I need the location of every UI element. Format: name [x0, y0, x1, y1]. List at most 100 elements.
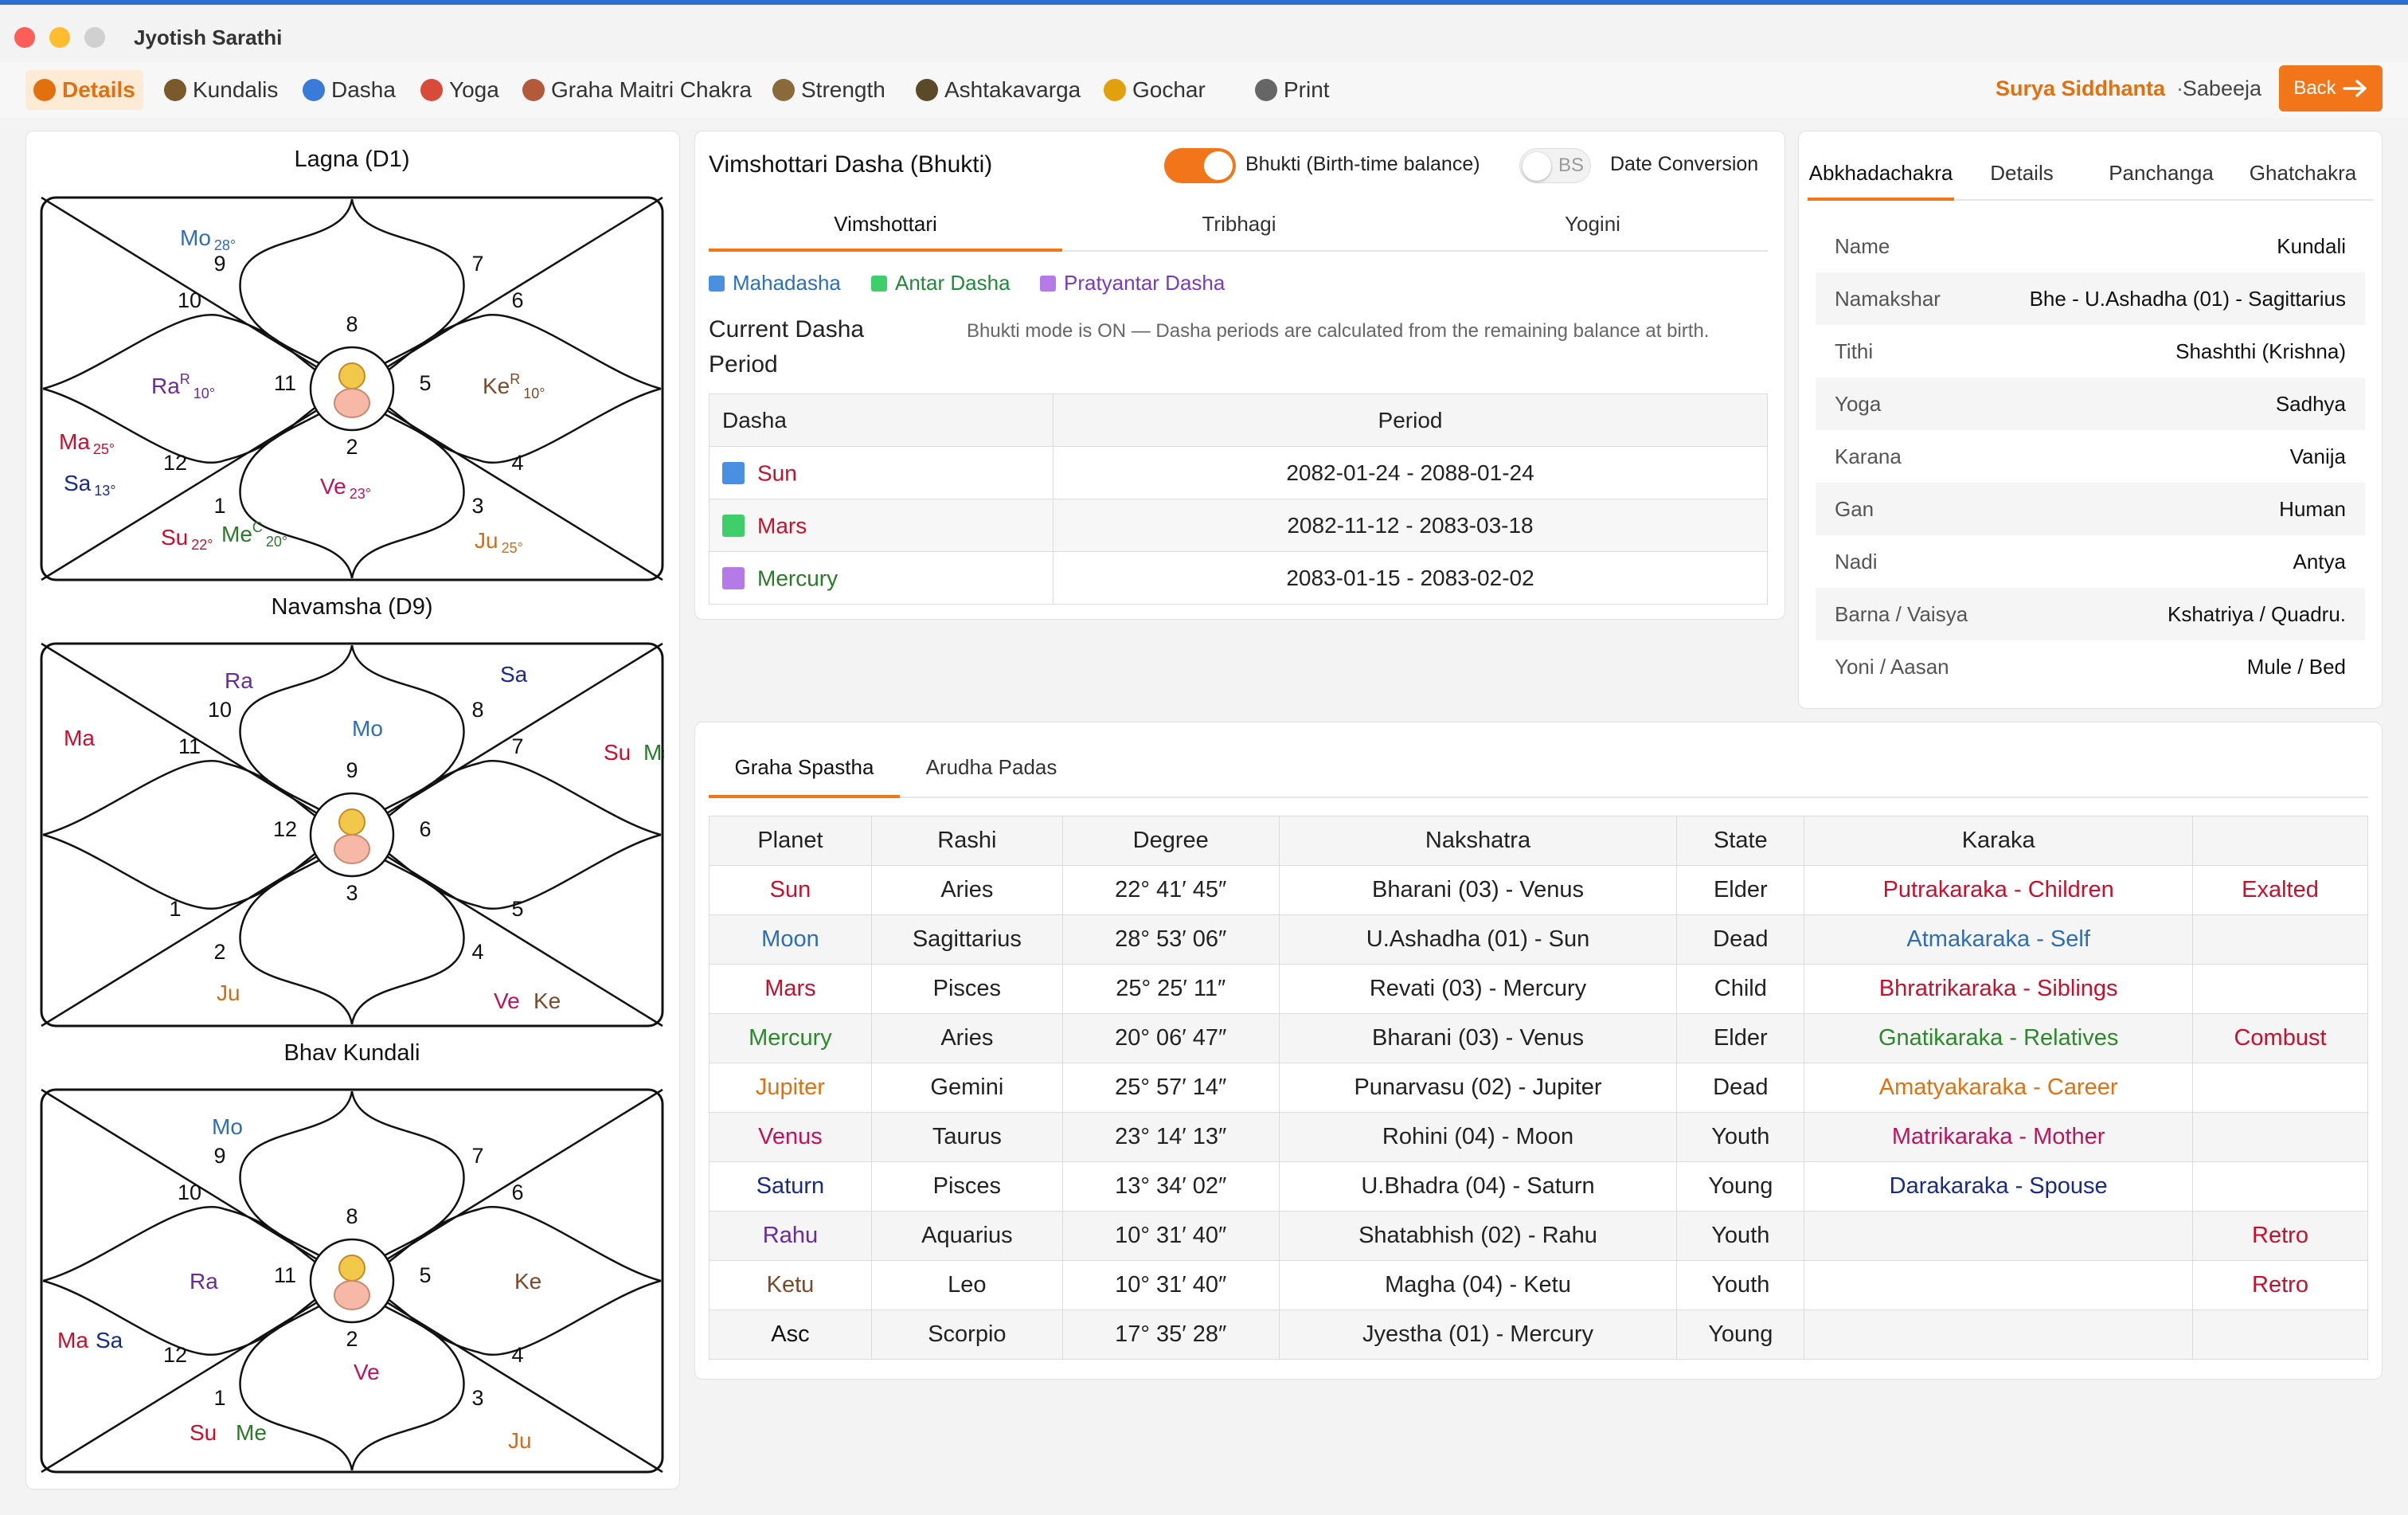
graha-cell-karaka: Putrakaraka - Children [1804, 865, 2194, 915]
menu-bar [0, 62, 2408, 118]
info-tab-underline [1808, 198, 1954, 201]
graha-row[interactable]: Ketu Leo 10° 31′ 40″ Magha (04) - Ketu Youth… [709, 1260, 2368, 1310]
tab-graha-spastha[interactable]: Graha Spastha [734, 755, 874, 779]
graha-col-header: Planet [709, 816, 872, 866]
strength-icon [772, 79, 795, 101]
graha-row[interactable]: Rahu Aquarius 10° 31′ 40″ Shatabhish (02) -… [709, 1211, 2368, 1261]
graha-cell-karaka: Darakaraka - Spouse [1804, 1161, 2194, 1212]
planet-name: Ke [483, 374, 510, 398]
graha-cell-degree: 17° 35′ 28″ [1061, 1309, 1280, 1360]
tab-yogini[interactable]: Yogini [1565, 212, 1620, 236]
menu-item-ashtakavarga[interactable]: Ashtakavarga [908, 70, 1089, 110]
planet-name: Sa [96, 1328, 123, 1353]
graha-cell-planet: Saturn [709, 1161, 872, 1212]
bhukti-toggle[interactable] [1164, 148, 1236, 183]
info-label: Namakshar [1835, 286, 1941, 311]
info-value: Vanija [2289, 444, 2346, 468]
dasha-row[interactable]: Mercury 2083-01-15 - 2083-02-02 [709, 551, 1768, 605]
graha-cell-nakshatra: Rohini (04) - Moon [1278, 1112, 1678, 1162]
info-value: Antya [2293, 549, 2347, 574]
zoom-window-button[interactable] [84, 27, 105, 48]
planet-name: Ju [217, 981, 240, 1005]
current-dasha-line1: Current Dasha [709, 316, 865, 343]
menu-item-yoga[interactable]: Yoga [412, 70, 507, 110]
graha-cell-degree: 10° 31′ 40″ [1061, 1260, 1280, 1310]
dasha-period: 2083-01-15 - 2083-02-02 [1053, 551, 1768, 605]
planet-name: Ma [57, 1328, 88, 1353]
siddhanta-label[interactable]: Surya Siddhanta [1995, 76, 2165, 100]
menu-item-label: Gochar [1132, 77, 1206, 102]
tab-panchanga[interactable]: Panchanga [2109, 161, 2214, 185]
period-col-header: Period [1053, 393, 1768, 447]
minimize-window-button[interactable] [49, 27, 70, 48]
house-number: 10 [178, 288, 201, 312]
close-window-button[interactable] [14, 27, 35, 48]
ganesha-body-icon [334, 388, 370, 418]
menu-item-kundalis[interactable]: Kundalis [156, 70, 286, 110]
dasha-name: Mercury [757, 566, 838, 591]
house-number: 8 [346, 1204, 358, 1228]
planet-flag: R [510, 371, 520, 387]
graha-cell-degree: 22° 41′ 45″ [1061, 865, 1280, 915]
graha-cell-status: Retro [2192, 1260, 2368, 1310]
info-panel [1798, 131, 2383, 709]
dasha-period: 2082-01-24 - 2088-01-24 [1053, 446, 1768, 499]
menu-item-print[interactable]: Print [1247, 70, 1338, 110]
tab-details[interactable]: Details [1990, 161, 2054, 185]
sabeeja-label[interactable]: Sabeeja [2182, 76, 2261, 100]
bs-toggle[interactable]: BS [1519, 148, 1591, 183]
graha-row[interactable]: Moon Sagittarius 28° 53′ 06″ U.Ashadha (01)… [709, 914, 2368, 965]
graha-cell-status [2192, 914, 2368, 965]
dasha-color-swatch [722, 462, 745, 485]
graha-cell-degree: 20° 06′ 47″ [1061, 1013, 1280, 1063]
bhukti-message: Bhukti mode is ON — Dasha periods are ca… [967, 320, 1710, 342]
graha-cell-status: Combust [2192, 1013, 2368, 1063]
menu-item-graha-maitri-chakra[interactable]: Graha Maitri Chakra [514, 70, 760, 110]
menu-item-gochar[interactable]: Gochar [1096, 70, 1214, 110]
house-number: 8 [346, 312, 358, 336]
menu-item-dasha[interactable]: Dasha [295, 70, 404, 110]
tab-ghatchakra[interactable]: Ghatchakra [2249, 161, 2357, 185]
tab-vimshottari[interactable]: Vimshottari [834, 212, 937, 236]
graha-col-header: Karaka [1804, 816, 2194, 866]
tab-tribhagi[interactable]: Tribhagi [1202, 212, 1276, 236]
menu-item-strength[interactable]: Strength [764, 70, 893, 110]
menu-item-label: Yoga [449, 77, 499, 102]
tab-arudha-padas[interactable]: Arudha Padas [925, 755, 1057, 779]
graha-cell-karaka: Matrikaraka - Mother [1804, 1112, 2194, 1162]
graha-cell-state: Youth [1676, 1112, 1805, 1162]
planet-flag: R [180, 371, 190, 387]
chart-lotus-lines [42, 644, 662, 1025]
graha-cell-status [2192, 1063, 2368, 1113]
wheel-icon [164, 79, 186, 101]
navamsha-chart[interactable]: 910111212345678RaSaMaMoSuMeJuVeKe [40, 642, 664, 1028]
planet-degree: 20° [266, 534, 287, 550]
house-number: 1 [213, 494, 225, 518]
planet-mo: Mo [212, 1114, 243, 1139]
tab-abkhadachakra[interactable]: Abkhadachakra [1808, 161, 1953, 185]
graha-row[interactable]: Jupiter Gemini 25° 57′ 14″ Punarvasu (02) -… [709, 1063, 2368, 1113]
graha-row[interactable]: Sun Aries 22° 41′ 45″ Bharani (03) - Venus E… [709, 865, 2368, 915]
dasha-title: Vimshottari Dasha (Bhukti) [709, 151, 993, 178]
ganesha-body-icon [334, 1280, 370, 1310]
house-number: 9 [346, 758, 358, 782]
graha-cell-degree: 28° 53′ 06″ [1061, 914, 1280, 965]
graha-row[interactable]: Mars Pisces 25° 25′ 11″ Revati (03) - Mercu… [709, 964, 2368, 1014]
back-button[interactable]: Back [2279, 65, 2383, 112]
graha-cell-rashi: Pisces [870, 1161, 1063, 1212]
graha-row[interactable]: Asc Scorpio 17° 35′ 28″ Jyestha (01) - Merc… [709, 1309, 2368, 1360]
dasha-row[interactable]: Mars 2082-11-12 - 2083-03-18 [709, 499, 1768, 552]
info-row: Yoga Sadhya [1816, 378, 2365, 430]
graha-cell-degree: 23° 14′ 13″ [1061, 1112, 1280, 1162]
info-row: Barna / Vaisya Kshatriya / Quadru. [1816, 588, 2365, 640]
graha-row[interactable]: Saturn Pisces 13° 34′ 02″ U.Bhadra (04) - S… [709, 1161, 2368, 1212]
menu-item-details[interactable]: Details [25, 70, 143, 110]
dasha-row[interactable]: Sun 2082-01-24 - 2088-01-24 [709, 446, 1768, 499]
graha-row[interactable]: Mercury Aries 20° 06′ 47″ Bharani (03) - Ve… [709, 1013, 2368, 1063]
planet-sa: Sa [500, 662, 528, 687]
graha-cell-rashi: Leo [870, 1260, 1063, 1310]
graha-row[interactable]: Venus Taurus 23° 14′ 13″ Rohini (04) - Moon… [709, 1112, 2368, 1162]
planet-ju: Ju [217, 981, 240, 1005]
